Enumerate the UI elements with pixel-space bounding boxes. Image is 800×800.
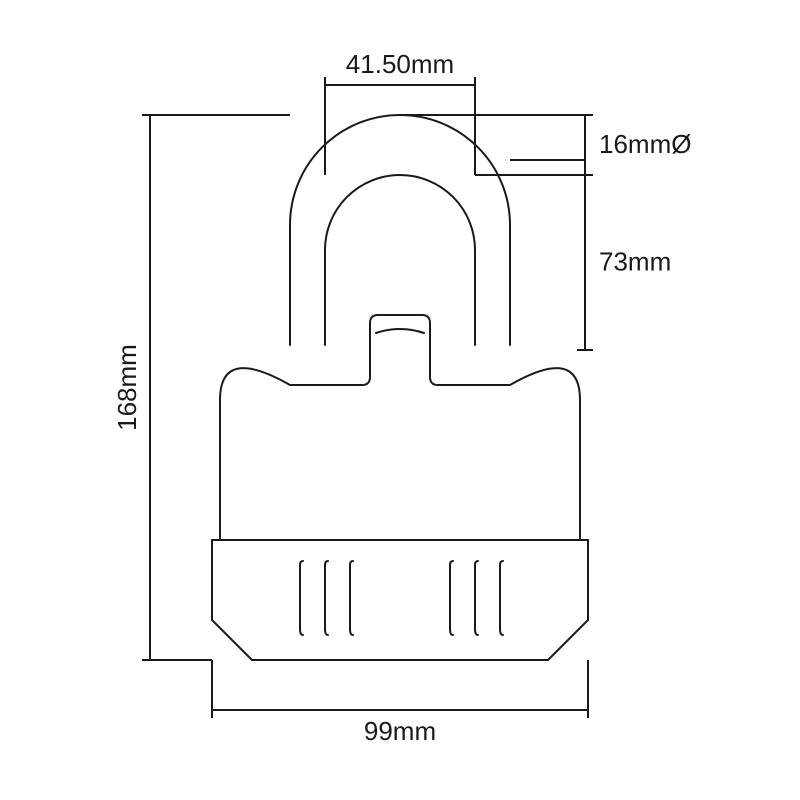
body-slot (325, 561, 328, 635)
dim-shackle-width-label: 41.50mm (346, 49, 454, 79)
padlock-upper-body (220, 315, 580, 540)
dim-shackle-dia-label: 16mmØ (599, 129, 691, 159)
padlock-diagram: 41.50mm 16mmØ 73mm 168mm 99mm (0, 0, 800, 800)
shackle-icon (290, 115, 510, 345)
neck-detail (376, 329, 424, 333)
dim-body-width-label: 99mm (364, 716, 436, 746)
body-slot (475, 561, 478, 635)
dim-total-height-label: 168mm (112, 344, 142, 431)
body-slot (300, 561, 303, 635)
body-slot (450, 561, 453, 635)
body-slot (350, 561, 353, 635)
padlock-lower-body (212, 540, 588, 660)
dim-clearance-label: 73mm (599, 247, 671, 277)
body-slot (500, 561, 503, 635)
